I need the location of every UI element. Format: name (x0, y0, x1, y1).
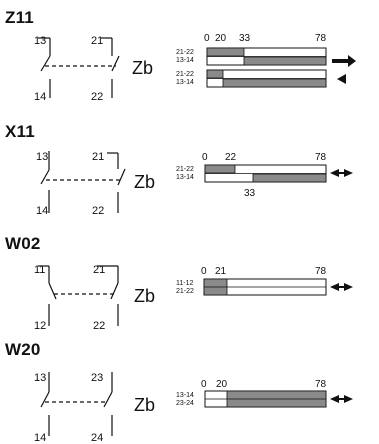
contact-schematic (40, 151, 126, 213)
timing-bar (204, 390, 353, 408)
terminal-label: 21 (91, 35, 103, 47)
contact-schematic (38, 265, 119, 326)
contact-diagram: 13 21 14 22 Zb 0 20 33 78 21-22 13-14 21… (34, 33, 356, 103)
zb-label: Zb (132, 58, 153, 78)
terminal-label: 12 (34, 320, 46, 332)
row-label: 21-22 (176, 166, 194, 173)
terminal-label: 22 (91, 91, 103, 103)
row-label: 13-14 (176, 174, 194, 181)
terminal-label: 14 (34, 432, 46, 444)
section-x11: X11 13 21 14 22 Zb 0 22 78 21-22 13-14 3 (0, 118, 379, 228)
arrow-right-icon (332, 55, 356, 67)
zb-label: Zb (134, 286, 155, 306)
timing-bar (206, 47, 356, 67)
arrow-both-icon (330, 283, 353, 291)
contact-code: W02 (5, 234, 41, 253)
tick-label: 0 (202, 152, 208, 163)
tick-label: 21 (215, 266, 227, 277)
tick-label: 78 (315, 379, 327, 390)
tick-label: 33 (244, 188, 256, 199)
terminal-label: 22 (92, 205, 104, 217)
row-label: 21-22 (176, 288, 194, 295)
tick-label: 0 (204, 33, 210, 44)
timing-bar (204, 164, 353, 183)
terminal-label: 21 (92, 151, 104, 163)
contact-diagram: 13 23 14 24 Zb 0 20 78 13-14 23-24 (34, 372, 353, 444)
tick-label: 78 (315, 152, 327, 163)
arrow-both-icon (330, 395, 353, 403)
terminal-label: 14 (36, 205, 48, 217)
row-label: 11-12 (176, 280, 193, 287)
tick-label: 0 (201, 266, 207, 277)
contact-code: Z11 (5, 8, 34, 27)
terminal-label: 23 (91, 372, 103, 384)
contact-code: W20 (5, 340, 41, 359)
timing-bar (206, 69, 346, 88)
section-z11: Z11 13 21 14 22 Zb 0 20 33 78 21-22 13-1… (0, 0, 379, 110)
tick-label: 78 (315, 33, 327, 44)
row-label: 23-24 (176, 400, 194, 407)
zb-label: Zb (134, 172, 155, 192)
arrow-both-icon (330, 169, 353, 177)
section-w20: W20 13 23 14 24 Zb 0 20 78 13-14 23-24 (0, 334, 379, 444)
row-label: 21-22 (176, 71, 194, 78)
terminal-label: 13 (36, 151, 48, 163)
tick-label: 0 (201, 379, 207, 390)
terminal-label: 21 (93, 264, 105, 276)
contact-diagram: 11 21 12 22 Zb 0 21 78 11-12 21-22 (34, 264, 353, 332)
contact-schematic (38, 37, 120, 98)
terminal-label: 13 (34, 372, 46, 384)
terminal-label: 22 (93, 320, 105, 332)
terminal-label: 11 (34, 264, 45, 276)
row-label: 13-14 (176, 79, 194, 86)
contact-schematic (40, 372, 113, 436)
row-label: 21-22 (176, 49, 194, 56)
tick-label: 78 (315, 266, 327, 277)
terminal-label: 24 (91, 432, 103, 444)
section-w02: W02 11 21 12 22 Zb 0 21 78 11-12 21-22 (0, 228, 379, 338)
arrow-left-icon (337, 74, 346, 84)
contact-diagram: 13 21 14 22 Zb 0 22 78 21-22 13-14 33 (36, 151, 353, 217)
tick-label: 33 (239, 33, 251, 44)
contact-code: X11 (5, 122, 35, 141)
row-label: 13-14 (176, 57, 194, 64)
tick-label: 20 (216, 379, 228, 390)
terminal-label: 14 (34, 91, 46, 103)
tick-label: 22 (225, 152, 237, 163)
timing-bar (203, 278, 353, 296)
zb-label: Zb (134, 395, 155, 415)
tick-label: 20 (215, 33, 227, 44)
row-label: 13-14 (176, 392, 194, 399)
terminal-label: 13 (34, 35, 46, 47)
